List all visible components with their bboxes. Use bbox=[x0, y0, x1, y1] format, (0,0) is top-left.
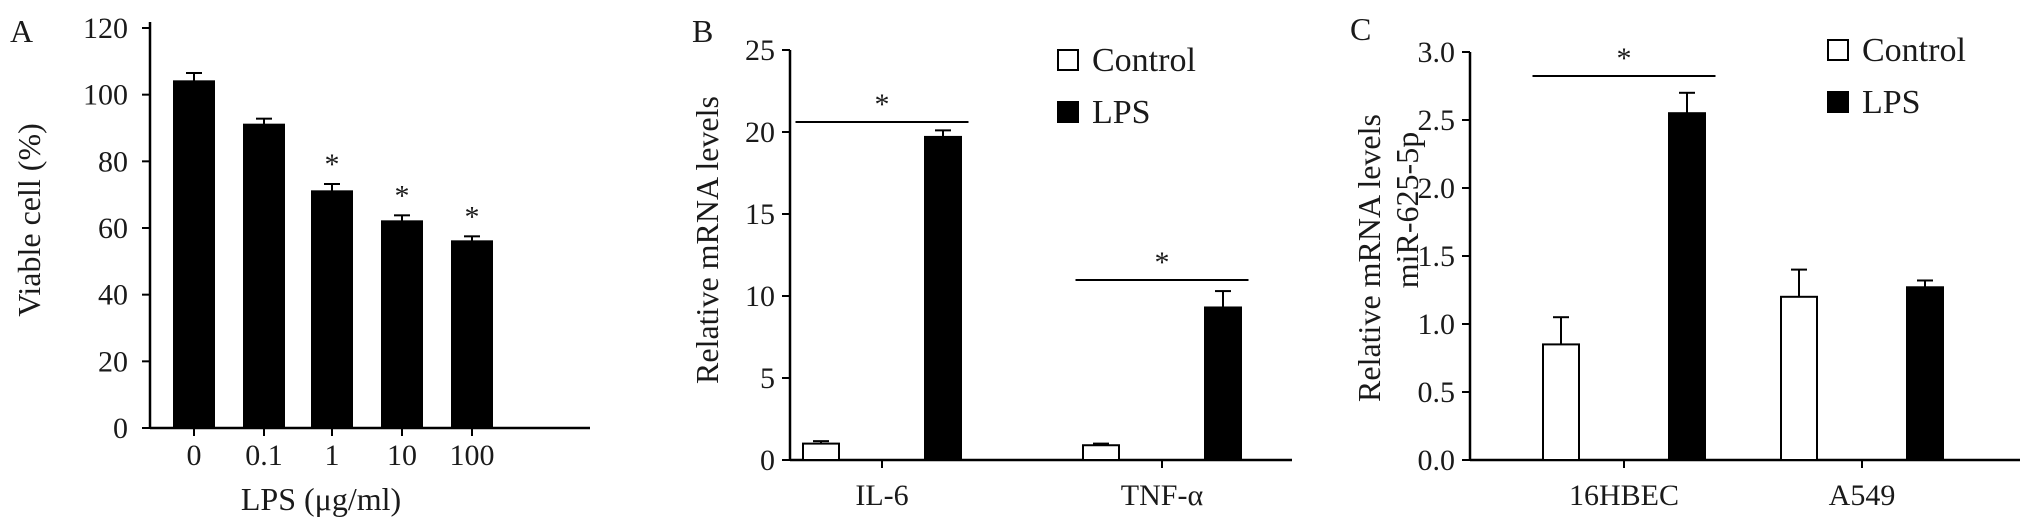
x-tick-label: IL-6 bbox=[855, 479, 908, 512]
significance-star: * bbox=[875, 88, 890, 121]
y-tick-label: 25 bbox=[745, 34, 775, 67]
y-tick-label: 60 bbox=[98, 212, 128, 245]
x-tick-label: TNF-α bbox=[1121, 479, 1204, 512]
legend: Control LPS bbox=[1827, 32, 1966, 121]
y-tick-label: 100 bbox=[83, 79, 128, 112]
y-tick-label: 0 bbox=[760, 444, 775, 477]
legend-label: LPS bbox=[1862, 84, 1921, 121]
y-tick-label: 2.0 bbox=[1418, 172, 1456, 205]
bars: ** bbox=[795, 88, 1249, 462]
panel-letter: A bbox=[10, 13, 33, 49]
bar bbox=[1906, 286, 1944, 461]
x-tick-label: 16HBEC bbox=[1569, 479, 1679, 512]
x-tick-label: 0.1 bbox=[245, 439, 283, 472]
bar bbox=[1204, 306, 1242, 462]
x-tick-label: 1 bbox=[325, 439, 340, 472]
y-ticks: 0 20 40 60 80 100 120 bbox=[83, 12, 150, 445]
bar bbox=[1668, 112, 1706, 461]
bar bbox=[451, 240, 493, 429]
x-tick-label: 10 bbox=[387, 439, 417, 472]
legend-label: LPS bbox=[1092, 94, 1151, 131]
y-ticks: 0 5 10 15 20 25 bbox=[745, 34, 790, 477]
panel-letter: C bbox=[1350, 11, 1371, 47]
legend-swatch bbox=[1057, 49, 1079, 71]
y-tick-label: 1.5 bbox=[1418, 240, 1456, 273]
y-tick-label: 0.5 bbox=[1418, 376, 1456, 409]
y-tick-label: 120 bbox=[83, 12, 128, 45]
legend: Control LPS bbox=[1057, 42, 1196, 131]
bars: * bbox=[1532, 42, 1944, 461]
bar bbox=[1542, 343, 1580, 461]
y-tick-label: 20 bbox=[745, 116, 775, 149]
bar bbox=[1780, 295, 1818, 461]
legend-swatch bbox=[1827, 91, 1849, 113]
y-axis-title: Relative mRNA levels bbox=[1351, 114, 1387, 402]
y-tick-label: 15 bbox=[745, 198, 775, 231]
x-tick-label: A549 bbox=[1829, 479, 1896, 512]
y-tick-label: 0.0 bbox=[1418, 444, 1456, 477]
y-tick-label: 3.0 bbox=[1418, 36, 1456, 69]
bar bbox=[311, 190, 353, 429]
panel-letter: B bbox=[692, 13, 713, 49]
significance-star: * bbox=[465, 200, 480, 233]
y-tick-label: 0 bbox=[113, 412, 128, 445]
y-axis-title-2: miR-625-5p bbox=[1389, 132, 1425, 288]
panel-a: A Viable cell (%) LPS (μg/ml) 0 20 40 60 80 1… bbox=[10, 12, 590, 517]
significance-star: * bbox=[395, 179, 410, 212]
legend-swatch bbox=[1057, 101, 1079, 123]
x-axis-title: LPS (μg/ml) bbox=[241, 481, 401, 517]
bar bbox=[924, 135, 962, 461]
y-tick-label: 80 bbox=[98, 145, 128, 178]
y-tick-label: 1.0 bbox=[1418, 308, 1456, 341]
panel-b: B Relative mRNA levels 0 5 10 15 20 25 IL-6 TN… bbox=[689, 13, 1292, 512]
x-ticks: 0 0.1 1 10 100 bbox=[187, 428, 495, 472]
x-tick-label: 100 bbox=[450, 439, 495, 472]
legend-swatch bbox=[1827, 39, 1849, 61]
significance-star: * bbox=[325, 148, 340, 181]
y-tick-label: 10 bbox=[745, 280, 775, 313]
y-tick-label: 5 bbox=[760, 362, 775, 395]
bars: * * * bbox=[173, 72, 493, 430]
significance-star: * bbox=[1617, 42, 1632, 75]
y-axis-title: Relative mRNA levels bbox=[689, 96, 725, 384]
panel-c: C Relative mRNA levels miR-625-5p 0.0 0.5… bbox=[1350, 11, 2020, 512]
significance-star: * bbox=[1155, 246, 1170, 279]
x-ticks: 16HBEC A549 bbox=[1569, 460, 1895, 512]
y-tick-label: 20 bbox=[98, 345, 128, 378]
bar bbox=[802, 442, 840, 462]
y-ticks: 0.0 0.5 1.0 1.5 2.0 2.5 3.0 bbox=[1418, 36, 1470, 477]
bar bbox=[173, 80, 215, 429]
y-tick-label: 2.5 bbox=[1418, 104, 1456, 137]
bar bbox=[243, 123, 285, 430]
bar bbox=[381, 220, 423, 429]
legend-label: Control bbox=[1862, 32, 1966, 69]
y-tick-label: 40 bbox=[98, 279, 128, 312]
x-ticks: IL-6 TNF-α bbox=[855, 460, 1203, 512]
x-tick-label: 0 bbox=[187, 439, 202, 472]
legend-label: Control bbox=[1092, 42, 1196, 79]
y-axis-title: Viable cell (%) bbox=[11, 123, 47, 317]
bar bbox=[1082, 444, 1120, 461]
